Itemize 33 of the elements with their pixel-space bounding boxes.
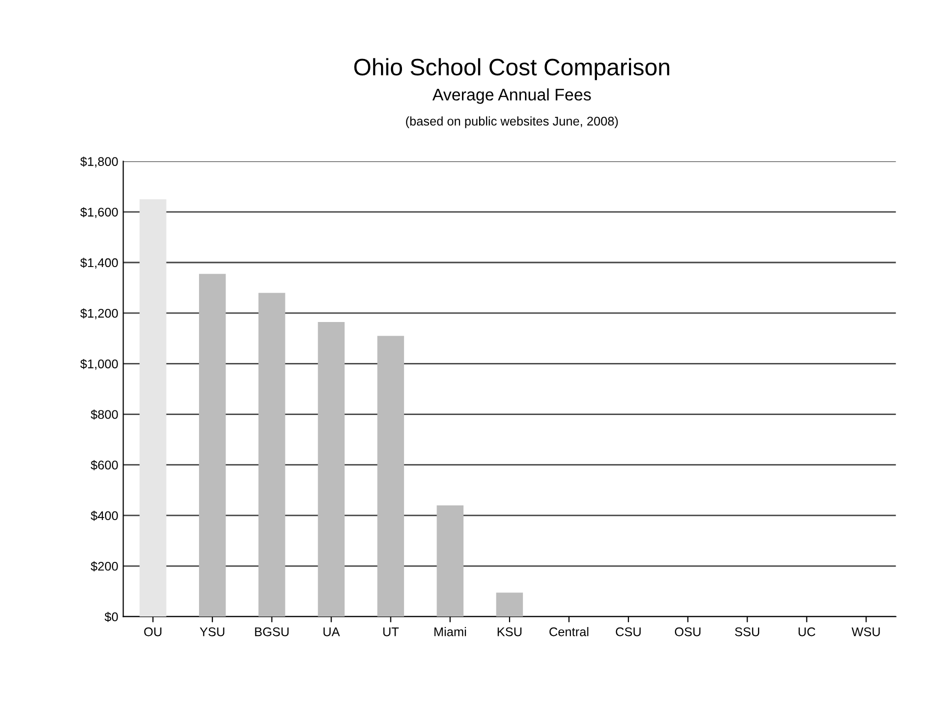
x-tick-label: CSU bbox=[616, 627, 641, 636]
x-tick-label: OU bbox=[144, 627, 162, 636]
x-tick-label: KSU bbox=[498, 627, 522, 636]
x-tick-label: UA bbox=[324, 627, 340, 636]
x-tick-label: YSU bbox=[200, 627, 224, 636]
y-tick-label: $1,400 bbox=[80, 258, 118, 269]
bar bbox=[318, 322, 345, 617]
bar bbox=[436, 505, 464, 617]
y-tick-label: $800 bbox=[90, 410, 118, 420]
chart-title: Ohio School Cost Comparison bbox=[354, 58, 670, 80]
bar bbox=[258, 292, 286, 617]
x-tick-label: Central bbox=[549, 627, 588, 636]
y-tick-label: $600 bbox=[90, 460, 118, 470]
y-tick-label: $1,800 bbox=[80, 156, 118, 168]
y-tick-label: $1,200 bbox=[80, 308, 118, 320]
x-tick-label: UT bbox=[383, 627, 399, 636]
bar bbox=[496, 592, 523, 617]
text: (based on public websites June, 2008) bbox=[406, 116, 618, 128]
x-tick-label: UC bbox=[798, 627, 816, 636]
x-tick-label: OSU bbox=[674, 627, 700, 636]
x-tick-label: WSU bbox=[852, 627, 880, 636]
x-tick-label: BGSU bbox=[255, 627, 289, 636]
x-tick-label: Miami bbox=[434, 627, 466, 636]
y-tick-label: $400 bbox=[90, 510, 118, 521]
y-tick-label: $1,600 bbox=[80, 207, 118, 218]
bar bbox=[140, 199, 166, 617]
bar bbox=[377, 336, 404, 617]
bar bbox=[199, 274, 226, 617]
chart-subtitle: Average Annual Fees bbox=[432, 88, 591, 104]
y-tick-label: $0 bbox=[104, 612, 118, 622]
y-tick-label: $1,000 bbox=[80, 358, 118, 370]
y-tick-label: $200 bbox=[90, 561, 118, 572]
x-tick-label: SSU bbox=[734, 627, 760, 636]
